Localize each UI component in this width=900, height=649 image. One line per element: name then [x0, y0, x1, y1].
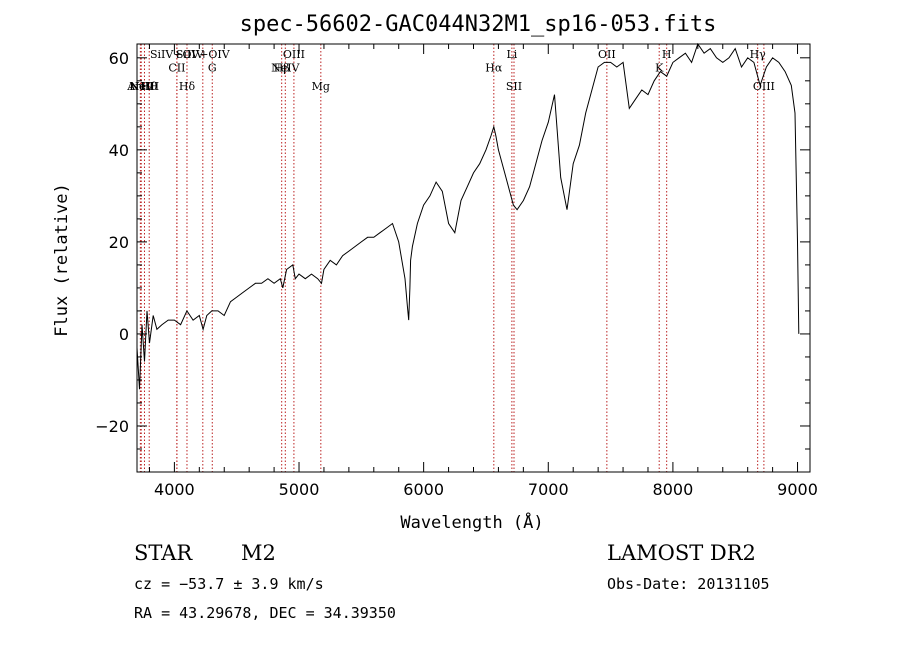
- x-tick-label: 8000: [653, 480, 694, 499]
- chart-title: spec-56602-GAC044N32M1_sp16-053.fits: [240, 12, 717, 37]
- x-tick-label: 7000: [528, 480, 569, 499]
- y-tick-label: 20: [109, 233, 129, 252]
- line-label-16: OII: [598, 48, 616, 61]
- spectrum-series-line: [136, 42, 800, 390]
- line-label-7: SiIV+OIV: [176, 48, 231, 61]
- line-label-5: CII: [168, 62, 185, 75]
- line-label-10: NeIV: [271, 62, 300, 75]
- line-label-1: NeV: [129, 80, 154, 93]
- line-label-9: Hβ: [274, 62, 290, 75]
- line-label-13: Hα: [485, 62, 503, 75]
- y-axis-ticks: −20 0 20 40 60: [95, 49, 810, 473]
- survey-name: LAMOST DR2: [607, 541, 756, 565]
- line-label-20: OIII: [753, 80, 775, 93]
- x-tick-label: 9000: [777, 480, 818, 499]
- x-tick-label: 4000: [154, 480, 195, 499]
- plot-frame: [136, 43, 811, 473]
- y-tick-label: 0: [119, 325, 129, 344]
- object-class: STAR: [134, 541, 193, 565]
- x-tick-label: 5000: [279, 480, 320, 499]
- line-label-6: Hδ: [179, 80, 196, 93]
- sky-coordinates: RA = 43.29678, DEC = 34.39350: [134, 604, 396, 622]
- line-label-19: Hγ: [750, 48, 767, 61]
- line-label-17: K: [655, 62, 664, 75]
- x-tick-label: 6000: [403, 480, 444, 499]
- line-label-18: H: [662, 48, 672, 61]
- y-tick-label: 40: [109, 141, 129, 160]
- y-axis-label: Flux (relative): [52, 183, 72, 337]
- y-tick-label: 60: [109, 49, 129, 68]
- line-label-8: G: [208, 62, 217, 75]
- line-label-14: Li: [506, 48, 517, 61]
- line-label-12: Mg: [312, 80, 330, 93]
- observation-date: Obs-Date: 20131105: [607, 575, 770, 593]
- redshift-velocity: cz = −53.7 ± 3.9 km/s: [134, 575, 324, 593]
- line-label-4: SiIV+OIV: [150, 48, 205, 61]
- y-tick-label: −20: [95, 417, 129, 436]
- x-axis-ticks: 4000 5000 6000 7000 8000 9000: [148, 44, 818, 499]
- object-subclass: M2: [241, 541, 276, 565]
- line-label-3: Hθ: [141, 80, 158, 93]
- spectral-line-markers: [139, 44, 765, 472]
- x-axis-label: Wavelength (Å): [400, 511, 543, 533]
- line-label-15: SII: [506, 80, 522, 93]
- line-label-11: OIII: [283, 48, 305, 61]
- line-label-0: ArIII: [126, 80, 153, 93]
